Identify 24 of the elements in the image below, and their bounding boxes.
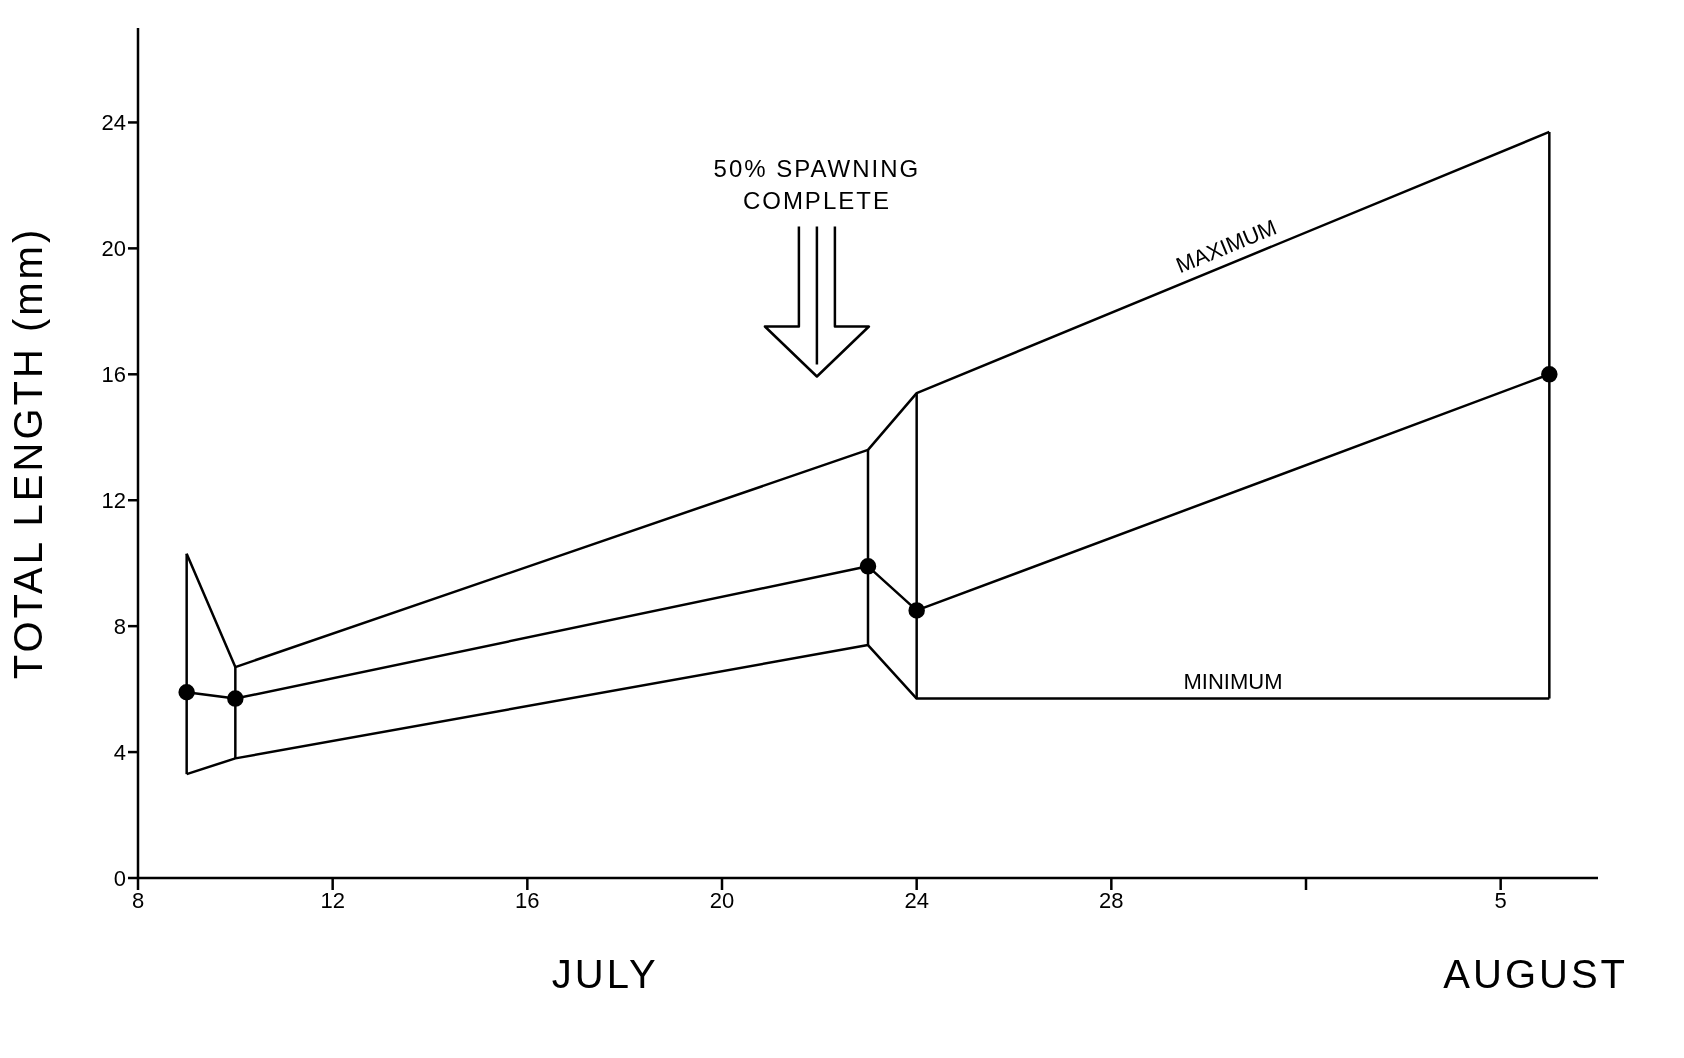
y-axis-title: TOTAL LENGTH (mm) — [6, 226, 51, 680]
text: JULY — [551, 952, 659, 996]
x-tick-label: 20 — [709, 887, 735, 913]
text: AUGUST — [1443, 952, 1628, 996]
y-tick-label: 4 — [113, 739, 126, 765]
y-tick-label: 0 — [113, 865, 126, 891]
y-tick-label: 20 — [101, 236, 126, 262]
y-tick-label: 24 — [101, 110, 126, 136]
y-tick-label: 16 — [101, 362, 126, 388]
point — [1541, 366, 1558, 383]
series-label: MINIMUM — [1183, 668, 1283, 694]
x-tick-label: 12 — [320, 887, 345, 913]
x-tick-label: 24 — [904, 887, 929, 913]
x-tick-label: 28 — [1099, 887, 1124, 913]
x-tick-label: 16 — [515, 887, 540, 913]
x-tick-label: 8 — [131, 887, 145, 913]
y-tick-label: 12 — [101, 488, 126, 514]
point — [908, 602, 925, 619]
point — [227, 690, 244, 707]
y-tick-label: 8 — [113, 613, 126, 639]
point — [859, 558, 877, 575]
x-tick-label: 5 — [1494, 887, 1507, 913]
annotation: 50% SPAWNING COMPLETE — [713, 154, 921, 214]
point — [178, 684, 195, 701]
